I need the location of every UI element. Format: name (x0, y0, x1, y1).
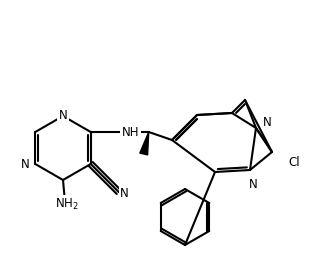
Polygon shape (140, 132, 149, 155)
Text: N: N (59, 109, 67, 122)
Text: N: N (249, 178, 257, 191)
Text: N: N (21, 157, 29, 170)
Text: N: N (263, 117, 272, 130)
Text: NH$_2$: NH$_2$ (55, 197, 79, 212)
Text: N: N (120, 187, 129, 200)
Text: Cl: Cl (288, 155, 300, 168)
Text: NH: NH (122, 126, 139, 139)
